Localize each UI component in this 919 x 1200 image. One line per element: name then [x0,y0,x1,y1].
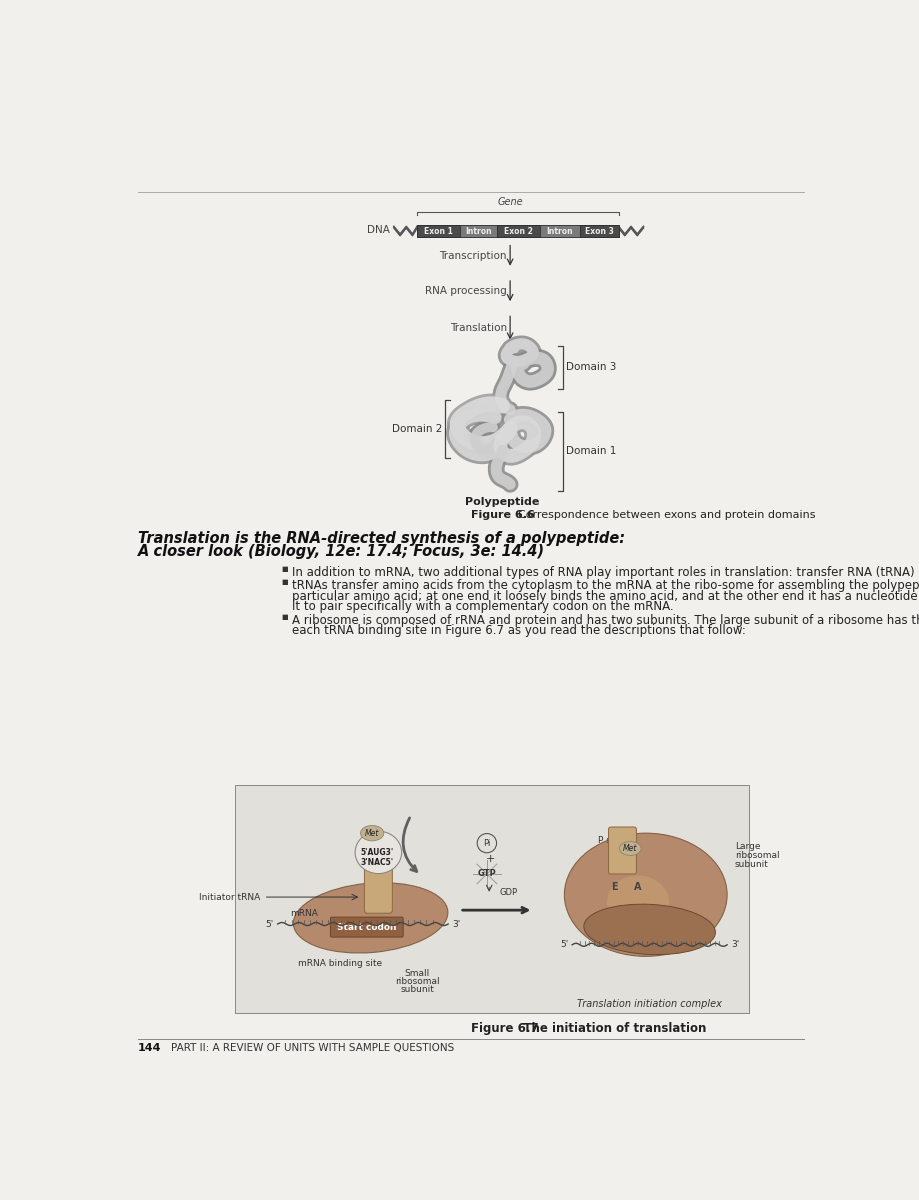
Ellipse shape [355,832,402,874]
Bar [497,224,539,238]
Text: 5'AUG3': 5'AUG3' [360,848,393,857]
Text: Exon 2: Exon 2 [504,227,533,235]
Text: ■: ■ [281,566,289,572]
Text: each tRNA binding site in Figure 6.7 as you read the descriptions that follow:: each tRNA binding site in Figure 6.7 as … [291,624,745,637]
Text: it to pair specifically with a complementary codon on the mRNA.: it to pair specifically with a complemen… [291,600,674,613]
Text: ribosomal: ribosomal [395,977,439,986]
Text: Small: Small [404,970,430,978]
Text: Intron: Intron [465,227,492,235]
Text: subunit: subunit [735,860,769,869]
Ellipse shape [607,876,669,929]
Bar [235,785,749,1013]
Bar [539,224,580,238]
Ellipse shape [360,826,384,841]
Ellipse shape [564,833,727,956]
Text: Pi: Pi [483,839,491,847]
Bar [417,224,460,238]
Text: Met: Met [365,829,380,838]
Text: mRNA: mRNA [290,910,318,918]
Text: Domain 1: Domain 1 [566,446,617,456]
Text: In addition to mRNA, two additional types of RNA play important roles in transla: In addition to mRNA, two additional type… [291,566,919,578]
Text: Domain 2: Domain 2 [391,424,442,434]
Text: Translation initiation complex: Translation initiation complex [577,998,722,1009]
Text: ribosomal: ribosomal [735,851,779,860]
Text: ■: ■ [281,580,289,586]
Text: 144: 144 [138,1043,162,1054]
FancyBboxPatch shape [330,917,403,937]
FancyBboxPatch shape [608,827,637,874]
Text: A ribosome is composed of rRNA and protein and has two subunits. The large subun: A ribosome is composed of rRNA and prote… [291,613,919,626]
Text: 3': 3' [452,919,460,929]
Text: ■: ■ [281,613,289,619]
Text: Start codon: Start codon [337,923,396,931]
Text: Polypeptide: Polypeptide [465,497,539,506]
Text: particular amino acid; at one end it loosely binds the amino acid, and at the ot: particular amino acid; at one end it loo… [291,590,919,602]
Text: Translation: Translation [450,323,507,334]
Bar [580,224,618,238]
FancyBboxPatch shape [365,865,392,913]
Text: Exon 1: Exon 1 [424,227,453,235]
Text: Gene: Gene [497,197,523,208]
Text: GTP: GTP [478,870,496,878]
Text: subunit: subunit [400,985,434,994]
Text: 3': 3' [731,941,739,949]
Text: +: + [486,853,495,864]
Text: 3'NAC5': 3'NAC5' [360,858,393,866]
Text: Initiator tRNA: Initiator tRNA [199,893,261,901]
Text: 5': 5' [560,941,568,949]
Text: Intron: Intron [547,227,573,235]
Text: Large: Large [735,841,760,851]
Ellipse shape [293,883,448,953]
Text: Transcription: Transcription [439,251,507,260]
Text: RNA processing: RNA processing [425,286,507,296]
Text: Exon 3: Exon 3 [584,227,614,235]
Text: DNA: DNA [367,226,390,235]
Text: GDP: GDP [499,888,517,896]
Text: The initiation of translation: The initiation of translation [511,1022,707,1034]
Text: Figure 6.7: Figure 6.7 [471,1022,539,1034]
Text: PART II: A REVIEW OF UNITS WITH SAMPLE QUESTIONS: PART II: A REVIEW OF UNITS WITH SAMPLE Q… [157,1043,454,1054]
Bar [460,224,497,238]
Text: Translation is the RNA-directed synthesis of a polypeptide:: Translation is the RNA-directed synthesi… [138,530,625,546]
Bar [417,224,618,238]
Text: P site: P site [598,836,623,845]
Ellipse shape [584,904,715,955]
Text: tRNAs transfer amino acids from the cytoplasm to the mRNA at the ribo-some for a: tRNAs transfer amino acids from the cyto… [291,580,919,593]
Text: Figure 6.6: Figure 6.6 [471,510,535,520]
Text: A: A [634,882,641,892]
Text: Met: Met [623,844,638,853]
Ellipse shape [619,841,641,856]
Text: 5': 5' [266,919,274,929]
Text: mRNA binding site: mRNA binding site [298,959,381,967]
Text: E: E [611,882,618,892]
Text: A closer look (Biology, 12e: 17.4; Focus, 3e: 14.4): A closer look (Biology, 12e: 17.4; Focus… [138,545,545,559]
Text: Domain 3: Domain 3 [566,362,617,372]
Text: Correspondence between exons and protein domains: Correspondence between exons and protein… [511,510,815,520]
